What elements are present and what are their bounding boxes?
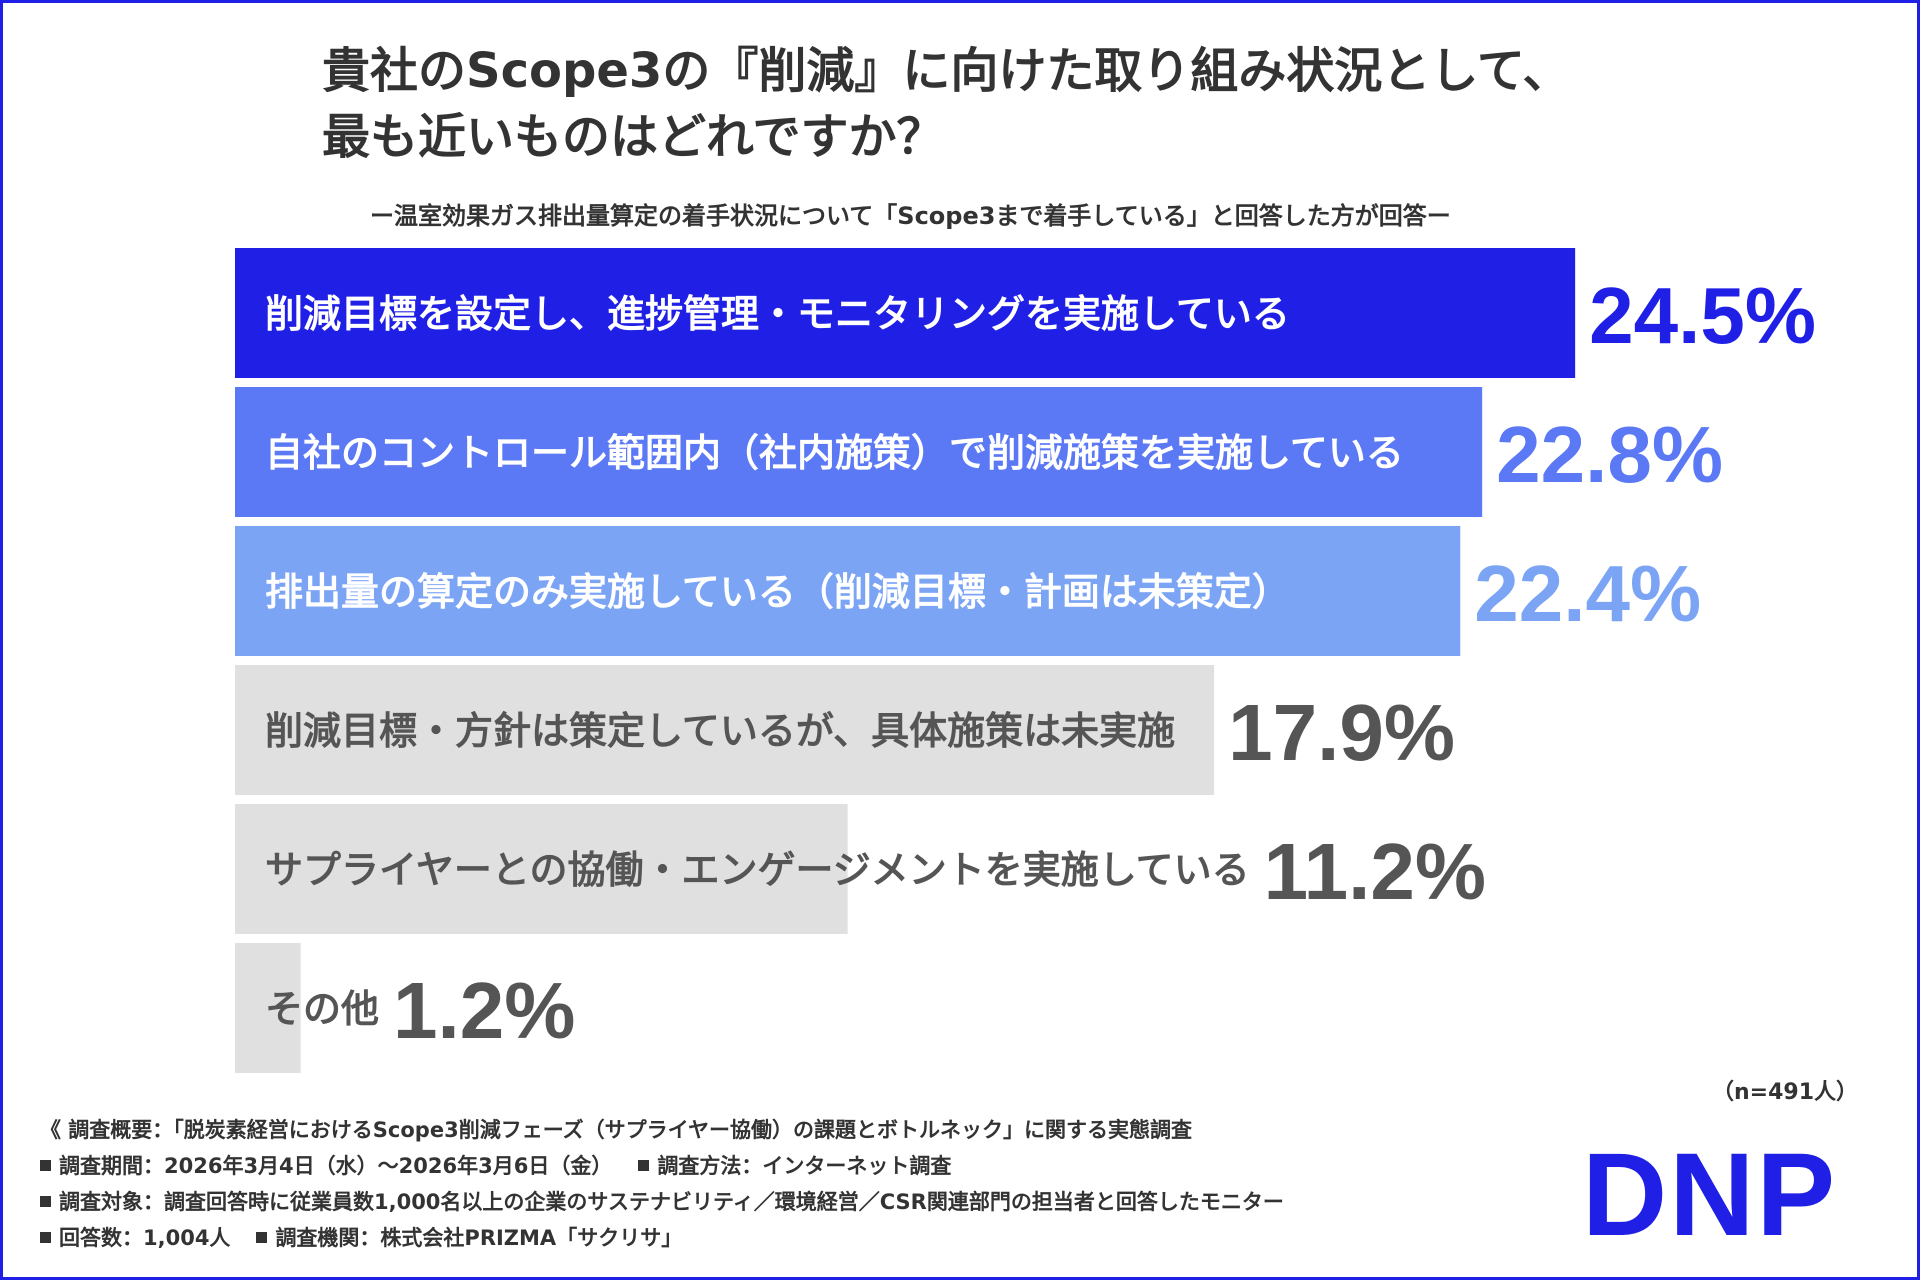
chart-title: 貴社のScope3の『削減』に向けた取り組み状況として、 最も近いものはどれです… bbox=[322, 38, 1722, 170]
survey-line-4: 回答数：1,004人 調査機関：株式会社PRIZMA「サクリサ」 bbox=[40, 1220, 1284, 1256]
bar-label-1: 削減目標を設定し、進捗管理・モニタリングを実施している bbox=[265, 292, 1290, 336]
title-line-1: 貴社のScope3の『削減』に向けた取り組み状況として、 bbox=[322, 43, 1571, 99]
value-label-5: 11.2% bbox=[1264, 827, 1486, 916]
survey-target: 調査対象：調査回答時に従業員数1,000名以上の企業のサステナビリティ／環境経営… bbox=[59, 1190, 1284, 1214]
bar-label-3: 排出量の算定のみ実施している（削減目標・計画は未策定） bbox=[265, 570, 1290, 614]
bar-1 bbox=[235, 248, 1576, 378]
bar-6 bbox=[235, 943, 301, 1073]
bar-label-2: 自社のコントロール範囲内（社内施策）で削減施策を実施している bbox=[265, 431, 1404, 475]
bar-3 bbox=[235, 526, 1461, 656]
value-label-6: 1.2% bbox=[393, 966, 575, 1055]
value-label-1: 24.5% bbox=[1589, 271, 1816, 360]
bullet-square-icon bbox=[638, 1160, 650, 1171]
title-line-2: 最も近いものはどれですか？ bbox=[322, 109, 945, 165]
survey-line-3: 調査対象：調査回答時に従業員数1,000名以上の企業のサステナビリティ／環境経営… bbox=[40, 1184, 1284, 1220]
bar-label-4: 削減目標・方針は策定しているが、具体施策は未実施 bbox=[265, 709, 1175, 753]
bullet-square-icon bbox=[40, 1196, 51, 1207]
survey-notes: 《 調査概要：「脱炭素経営におけるScope3削減フェーズ（サプライヤー協働）の… bbox=[40, 1112, 1284, 1256]
sample-size-note: （n=491人） bbox=[1712, 1080, 1859, 1105]
chart-subtitle: ー温室効果ガス排出量算定の着手状況について「Scope3まで着手している」と回答… bbox=[370, 202, 1451, 230]
survey-period: 調査期間：2026年3月4日（水）～2026年3月6日（金） bbox=[59, 1154, 613, 1178]
dnp-logo: DNP bbox=[1582, 1129, 1838, 1261]
survey-line-2: 調査期間：2026年3月4日（水）～2026年3月6日（金） 調査方法：インターネ… bbox=[40, 1148, 1284, 1184]
survey-summary: 《 調査概要：「脱炭素経営におけるScope3削減フェーズ（サプライヤー協働）の… bbox=[40, 1118, 1193, 1142]
value-label-2: 22.8% bbox=[1496, 410, 1723, 499]
survey-organization: 調査機関：株式会社PRIZMA「サクリサ」 bbox=[275, 1226, 683, 1250]
survey-method: 調査方法：インターネット調査 bbox=[657, 1154, 952, 1178]
bar-2 bbox=[235, 387, 1483, 517]
bullet-square-icon bbox=[40, 1160, 51, 1171]
value-label-3: 22.4% bbox=[1474, 549, 1701, 638]
bar-4 bbox=[235, 665, 1215, 795]
bar-5 bbox=[235, 804, 848, 934]
bullet-square-icon bbox=[40, 1232, 51, 1243]
value-label-4: 17.9% bbox=[1228, 688, 1455, 777]
bar-label-6: その他 bbox=[265, 987, 379, 1031]
bar-label-5: サプライヤーとの協働・エンゲージメントを実施している bbox=[265, 848, 1250, 892]
survey-respondents: 回答数：1,004人 bbox=[59, 1226, 231, 1250]
bullet-square-icon bbox=[256, 1232, 268, 1243]
